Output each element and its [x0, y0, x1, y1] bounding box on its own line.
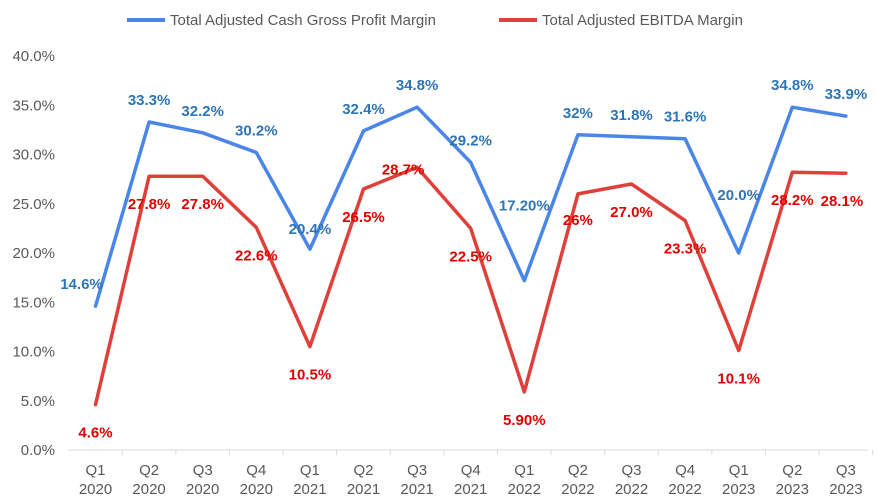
x-tick-year: 2022 [508, 481, 541, 497]
x-tick-label: Q4 2021 [454, 462, 487, 497]
data-label-ebitda: 26.5% [342, 209, 385, 226]
data-label-cash-gross-profit: 30.2% [235, 123, 278, 140]
x-tick-quarter: Q3 [621, 462, 641, 479]
x-tick-year: 2020 [79, 481, 112, 497]
x-tick-year: 2021 [347, 481, 380, 497]
x-tick-label: Q1 2023 [722, 462, 755, 497]
data-label-cash-gross-profit: 33.9% [825, 86, 868, 103]
x-tick-quarter: Q4 [675, 462, 695, 479]
x-tick-quarter: Q2 [782, 462, 802, 479]
x-tick-quarter: Q2 [568, 462, 588, 479]
data-label-cash-gross-profit: 31.8% [610, 107, 653, 124]
data-label-ebitda: 27.8% [128, 196, 171, 213]
x-tick-quarter: Q1 [514, 462, 534, 479]
x-tick-label: Q1 2021 [293, 462, 326, 497]
data-label-ebitda: 28.2% [771, 192, 814, 209]
data-label-ebitda: 22.5% [449, 248, 492, 265]
y-tick-label: 20.0% [12, 245, 55, 262]
x-tick-label: Q2 2021 [347, 462, 380, 497]
data-label-cash-gross-profit: 34.8% [771, 77, 814, 94]
data-label-cash-gross-profit: 31.6% [664, 109, 707, 126]
y-tick-label: 15.0% [12, 294, 55, 311]
x-tick-quarter: Q1 [729, 462, 749, 479]
x-tick-year: 2022 [561, 481, 594, 497]
x-tick-label: Q4 2020 [240, 462, 273, 497]
data-label-ebitda: 22.6% [235, 247, 278, 264]
x-tick-label: Q1 2020 [79, 462, 112, 497]
x-tick-year: 2020 [186, 481, 219, 497]
series-lines [93, 105, 848, 407]
x-tick-label: Q3 2021 [400, 462, 433, 497]
data-label-ebitda: 5.90% [503, 412, 546, 429]
x-tick-year: 2023 [829, 481, 862, 497]
x-tick-quarter: Q2 [353, 462, 373, 479]
data-label-ebitda: 4.6% [78, 425, 112, 442]
x-tick-label: Q4 2022 [668, 462, 701, 497]
y-tick-label: 40.0% [12, 48, 55, 65]
x-tick-quarter: Q3 [193, 462, 213, 479]
y-tick-label: 0.0% [21, 442, 55, 459]
data-label-cash-gross-profit: 34.8% [396, 77, 439, 94]
x-tick-label: Q1 2022 [508, 462, 541, 497]
data-label-cash-gross-profit: 17.20% [499, 198, 550, 215]
data-label-cash-gross-profit: 33.3% [128, 92, 171, 109]
data-label-cash-gross-profit: 32.4% [342, 101, 385, 118]
y-tick-label: 30.0% [12, 147, 55, 164]
x-tick-quarter: Q3 [407, 462, 427, 479]
x-tick-quarter: Q1 [85, 462, 105, 479]
x-axis: Q1 2020 Q2 2020 Q3 2020 Q4 2020 Q1 2021 Q2 2021 Q3 20… [79, 450, 874, 497]
x-tick-label: Q2 2022 [561, 462, 594, 497]
legend: Total Adjusted Cash Gross Profit Margin … [127, 12, 743, 29]
data-label-ebitda: 10.1% [717, 371, 760, 388]
x-tick-quarter: Q2 [139, 462, 159, 479]
x-tick-label: Q2 2020 [132, 462, 165, 497]
y-axis: 0.0% 5.0% 10.0% 15.0% 20.0% 25.0% 30.0% 35.0% 40… [12, 48, 55, 459]
y-tick-label: 5.0% [21, 393, 55, 410]
y-tick-label: 10.0% [12, 344, 55, 361]
x-tick-year: 2022 [615, 481, 648, 497]
data-label-cash-gross-profit: 20.4% [289, 221, 332, 238]
data-label-cash-gross-profit: 20.0% [717, 187, 760, 204]
y-tick-label: 25.0% [12, 196, 55, 213]
data-label-ebitda: 28.7% [382, 161, 425, 178]
x-tick-year: 2023 [776, 481, 809, 497]
data-label-cash-gross-profit: 14.6% [60, 276, 103, 293]
data-label-cash-gross-profit: 29.2% [449, 132, 492, 149]
x-tick-label: Q3 2022 [615, 462, 648, 497]
x-tick-year: 2021 [293, 481, 326, 497]
x-tick-year: 2022 [668, 481, 701, 497]
data-label-ebitda: 28.1% [821, 193, 864, 210]
x-tick-quarter: Q4 [461, 462, 481, 479]
x-tick-quarter: Q3 [836, 462, 856, 479]
data-label-ebitda: 23.3% [664, 240, 707, 257]
data-label-cash-gross-profit: 32.2% [181, 103, 224, 120]
y-tick-label: 35.0% [12, 97, 55, 114]
data-label-ebitda: 26% [563, 212, 593, 229]
x-tick-year: 2020 [132, 481, 165, 497]
x-tick-year: 2021 [454, 481, 487, 497]
legend-label-cash-gross-profit: Total Adjusted Cash Gross Profit Margin [170, 12, 436, 29]
x-tick-quarter: Q1 [300, 462, 320, 479]
data-label-ebitda: 10.5% [289, 367, 332, 384]
x-tick-label: Q2 2023 [776, 462, 809, 497]
data-label-ebitda: 27.8% [181, 196, 224, 213]
series-line-cash-gross-profit [93, 105, 848, 308]
series-line-ebitda [93, 165, 848, 407]
data-label-cash-gross-profit: 32% [563, 105, 593, 122]
x-tick-quarter: Q4 [246, 462, 266, 479]
x-tick-year: 2021 [400, 481, 433, 497]
x-tick-year: 2020 [240, 481, 273, 497]
x-tick-label: Q3 2023 [829, 462, 862, 497]
x-tick-label: Q3 2020 [186, 462, 219, 497]
data-labels: 14.6% 33.3% 32.2% 30.2% 20.4% 32.4% 34.8% 29.2%… [60, 77, 867, 441]
data-label-ebitda: 27.0% [610, 204, 653, 221]
x-tick-year: 2023 [722, 481, 755, 497]
legend-label-ebitda: Total Adjusted EBITDA Margin [542, 12, 743, 29]
